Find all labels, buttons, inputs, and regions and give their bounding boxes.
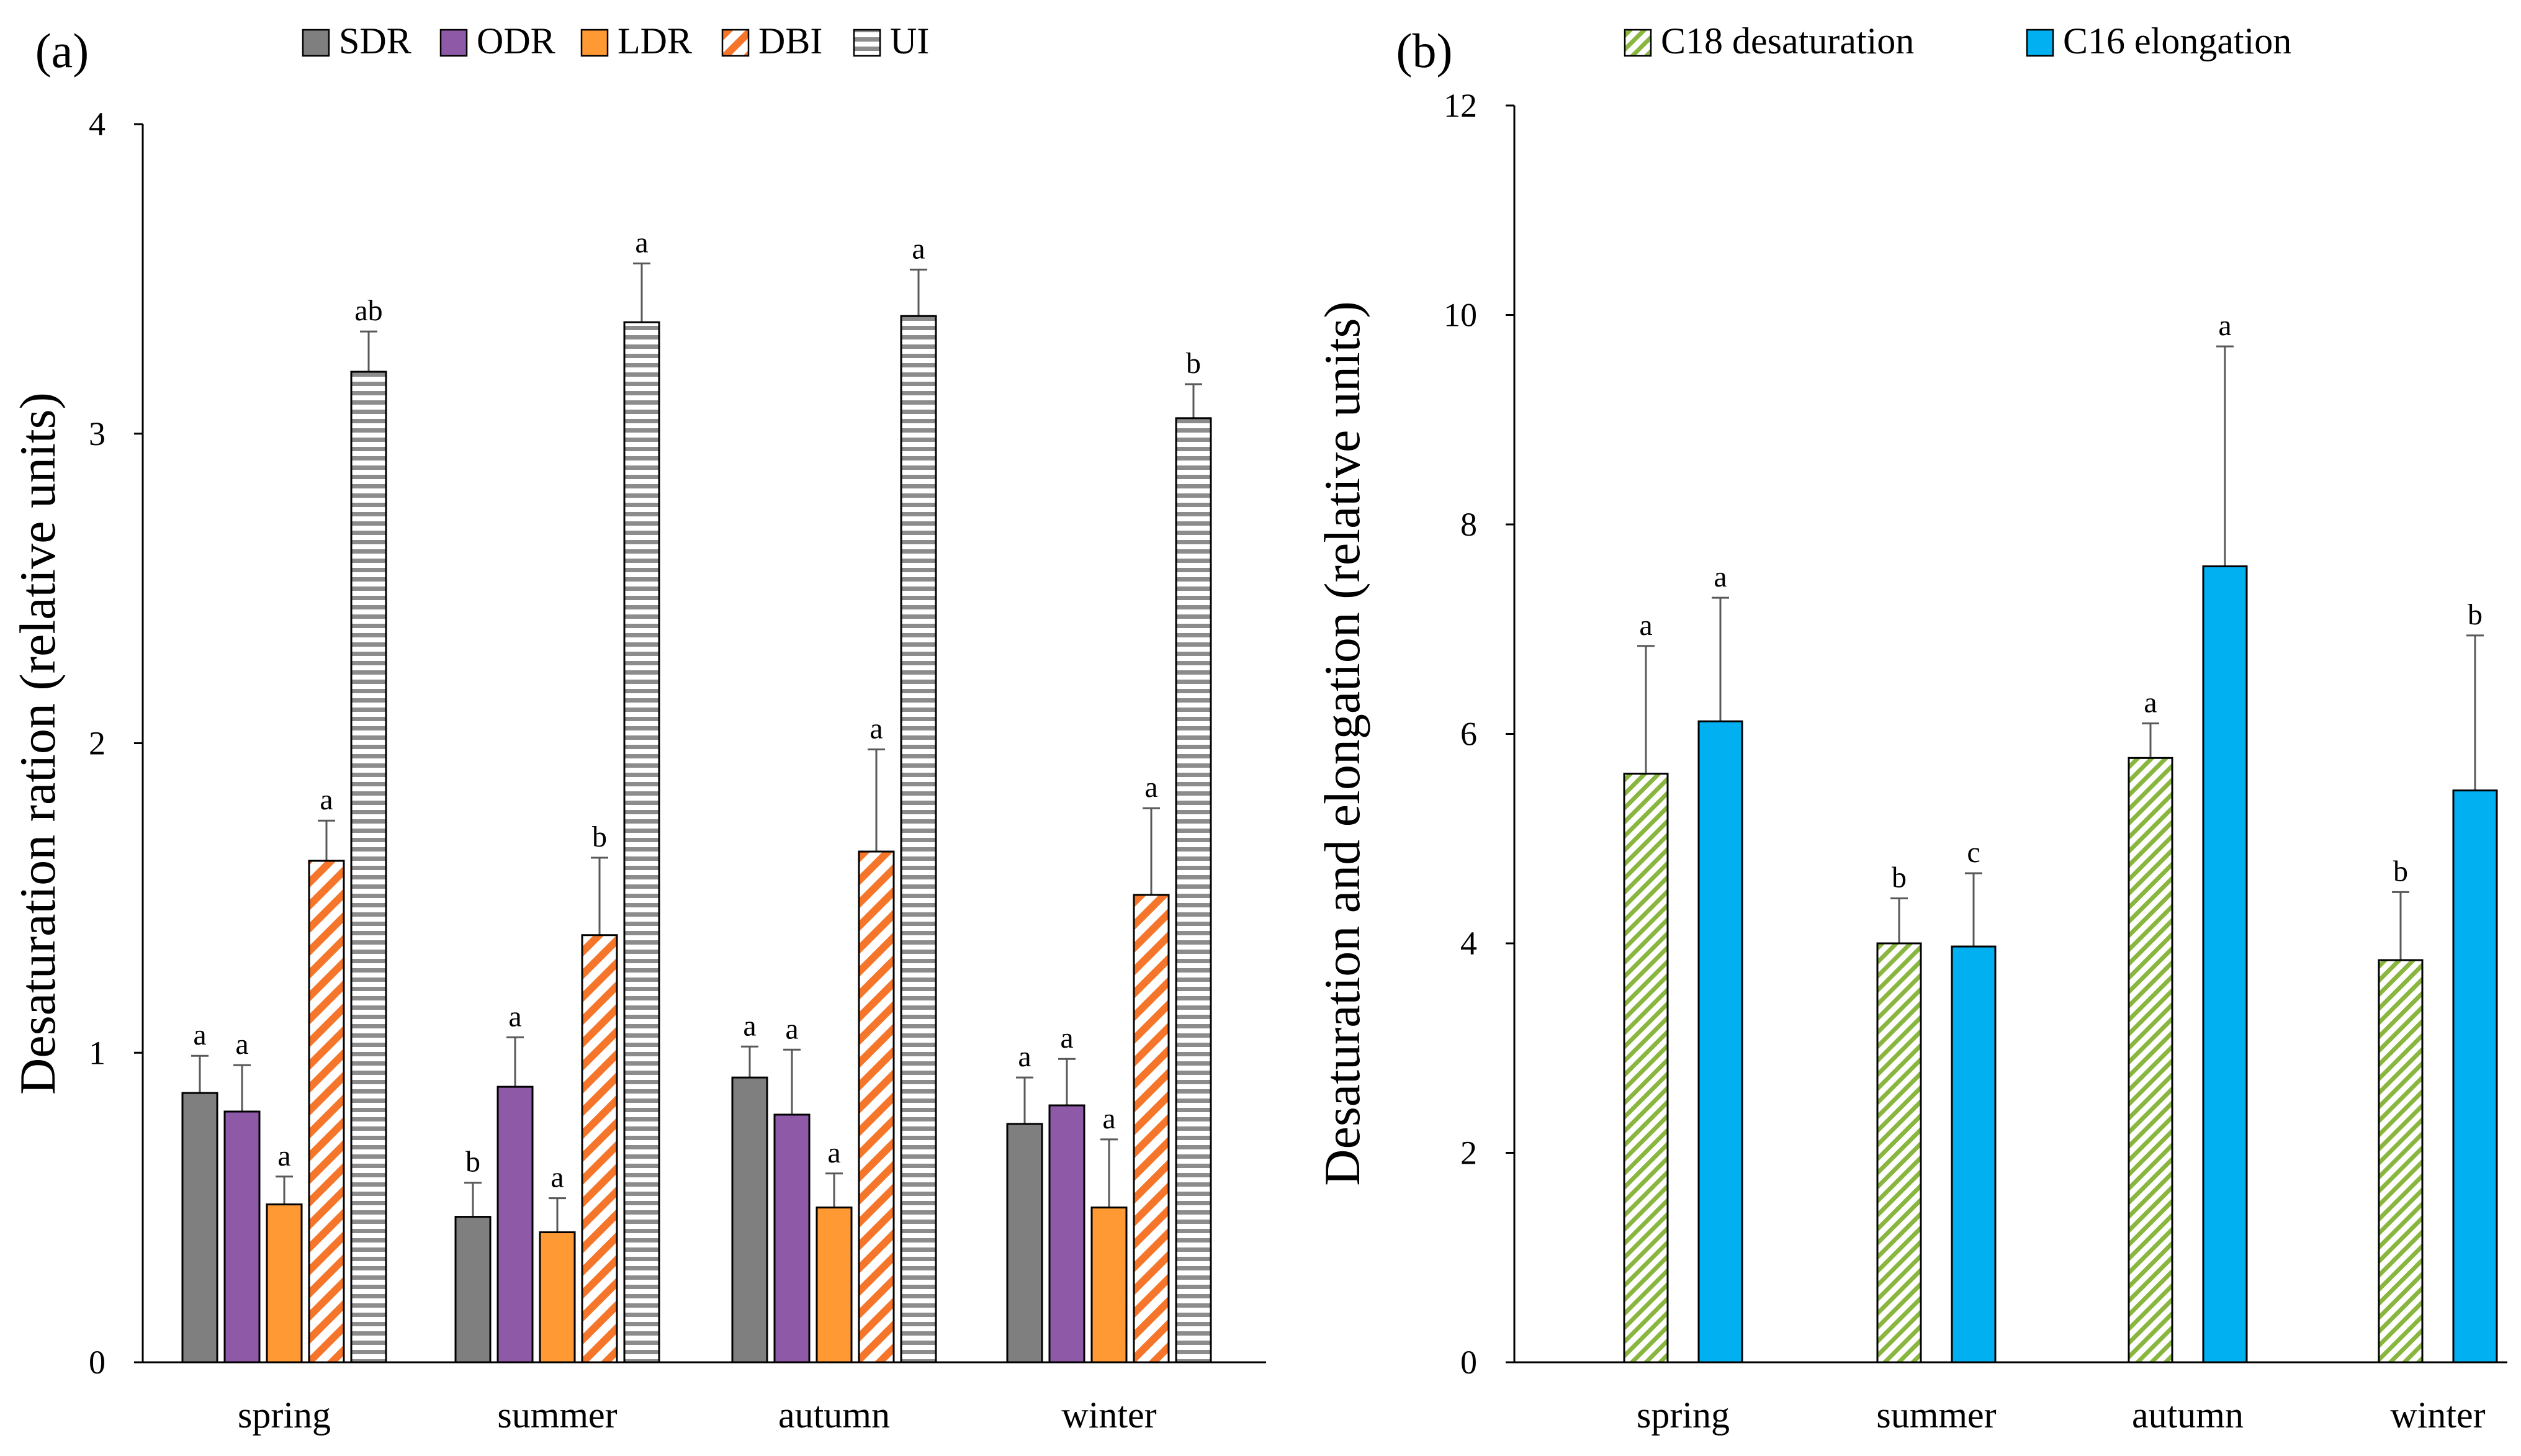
category-label: summer: [1876, 1395, 1996, 1436]
bar-ui: [1175, 417, 1212, 1364]
legend-label: UI: [890, 20, 929, 61]
bar-c18-desaturation: [2378, 959, 2424, 1364]
significance-label: a: [2144, 686, 2157, 719]
bar-ldr: [816, 1207, 853, 1364]
significance-label: a: [1018, 1040, 1031, 1073]
legend-swatch: [302, 29, 330, 57]
category-label: winter: [1061, 1395, 1156, 1436]
y-tick-label: 2: [89, 725, 106, 762]
category-label: autumn: [778, 1395, 890, 1436]
legend-label: DBI: [758, 20, 822, 61]
panel-b-chart: (b) 0 2 4 6 8 10 12 Desaturation and elongation …: [1314, 20, 2507, 1436]
bar-c16-elongation: [1951, 945, 1997, 1364]
significance-label: a: [1060, 1022, 1073, 1054]
significance-label: a: [277, 1139, 290, 1172]
bar-dbi: [1133, 894, 1170, 1364]
significance-label: a: [1714, 560, 1727, 593]
significance-label: a: [320, 783, 333, 816]
significance-label: b: [592, 820, 607, 853]
significance-label: b: [2468, 598, 2483, 631]
legend-label: C16 elongation: [2063, 20, 2291, 61]
bar-c16-elongation: [2452, 789, 2498, 1364]
bar-dbi: [858, 850, 895, 1364]
significance-label: b: [1892, 861, 1907, 894]
bar-c16-elongation: [2202, 565, 2248, 1364]
significance-label: a: [870, 712, 883, 745]
bar-ldr: [539, 1231, 576, 1364]
significance-label: a: [550, 1161, 564, 1194]
significance-label: a: [912, 232, 925, 265]
significance-label: a: [1102, 1102, 1115, 1135]
y-axis-title: Desaturation and elongation (relative un…: [1314, 301, 1370, 1185]
significance-label: a: [827, 1136, 840, 1169]
significance-label: a: [193, 1018, 206, 1051]
y-tick-label: 10: [1444, 297, 1477, 334]
category-label: summer: [497, 1395, 617, 1436]
significance-label: b: [1186, 347, 1201, 380]
legend-swatch: [2026, 29, 2054, 57]
significance-label: a: [508, 1000, 521, 1033]
panel-label: (a): [35, 24, 89, 78]
bar-odr: [223, 1110, 261, 1364]
significance-label: b: [2393, 855, 2408, 888]
y-tick-label: 8: [1460, 506, 1477, 543]
bar-c18-desaturation: [1623, 773, 1669, 1364]
legend-label: ODR: [477, 20, 555, 61]
legend-label: SDR: [339, 20, 411, 61]
y-tick-label: 6: [1460, 716, 1477, 753]
bar-ldr: [1090, 1207, 1128, 1364]
legend-swatch: [853, 29, 881, 57]
significance-label: b: [465, 1146, 480, 1179]
bar-c18-desaturation: [2128, 757, 2173, 1364]
significance-label: a: [235, 1028, 248, 1061]
bar-sdr: [731, 1076, 768, 1364]
bar-ui: [623, 321, 660, 1364]
legend-swatch: [580, 29, 609, 57]
bar-dbi: [581, 934, 618, 1364]
y-tick-label: 4: [89, 106, 106, 143]
y-tick-label: 1: [89, 1034, 106, 1071]
category-label: spring: [1637, 1395, 1730, 1436]
bar-ui: [900, 315, 937, 1364]
category-label: spring: [238, 1395, 331, 1436]
legend-label: C18 desaturation: [1661, 20, 1914, 61]
bar-c18-desaturation: [1876, 942, 1922, 1364]
significance-label: a: [2218, 309, 2231, 342]
legend-swatch: [439, 29, 468, 57]
y-tick-label: 4: [1460, 925, 1477, 962]
bar-odr: [497, 1085, 534, 1364]
significance-label: a: [743, 1009, 756, 1042]
panel-label: (b): [1396, 24, 1453, 78]
panel-a-chart: (a) 0 1 2 3 4 Desaturation ration (relative un…: [9, 20, 1266, 1436]
category-label: autumn: [2132, 1395, 2244, 1436]
legend-swatch: [1624, 29, 1652, 57]
bar-ldr: [266, 1203, 303, 1364]
significance-label: a: [1144, 771, 1157, 804]
legend-swatch: [721, 29, 750, 57]
bar-sdr: [1006, 1123, 1043, 1364]
y-tick-label: 2: [1460, 1135, 1477, 1172]
significance-label: ab: [354, 294, 382, 327]
significance-label: a: [1639, 609, 1652, 642]
bar-odr: [773, 1113, 811, 1364]
y-tick-label: 0: [89, 1344, 106, 1381]
bar-dbi: [308, 860, 345, 1364]
y-tick-label: 3: [89, 415, 106, 452]
y-axis-title: Desaturation ration (relative units): [9, 392, 66, 1095]
bar-odr: [1048, 1104, 1085, 1364]
significance-label: a: [785, 1012, 798, 1045]
legend-label: LDR: [618, 20, 692, 61]
y-tick-label: 0: [1460, 1344, 1477, 1381]
significance-label: c: [1967, 836, 1980, 869]
significance-label: a: [635, 226, 648, 259]
category-label: winter: [2390, 1395, 2485, 1436]
bar-c16-elongation: [1697, 720, 1743, 1364]
bar-sdr: [181, 1092, 218, 1364]
bar-sdr: [454, 1216, 492, 1364]
y-tick-label: 12: [1444, 87, 1477, 124]
bar-ui: [350, 371, 387, 1364]
